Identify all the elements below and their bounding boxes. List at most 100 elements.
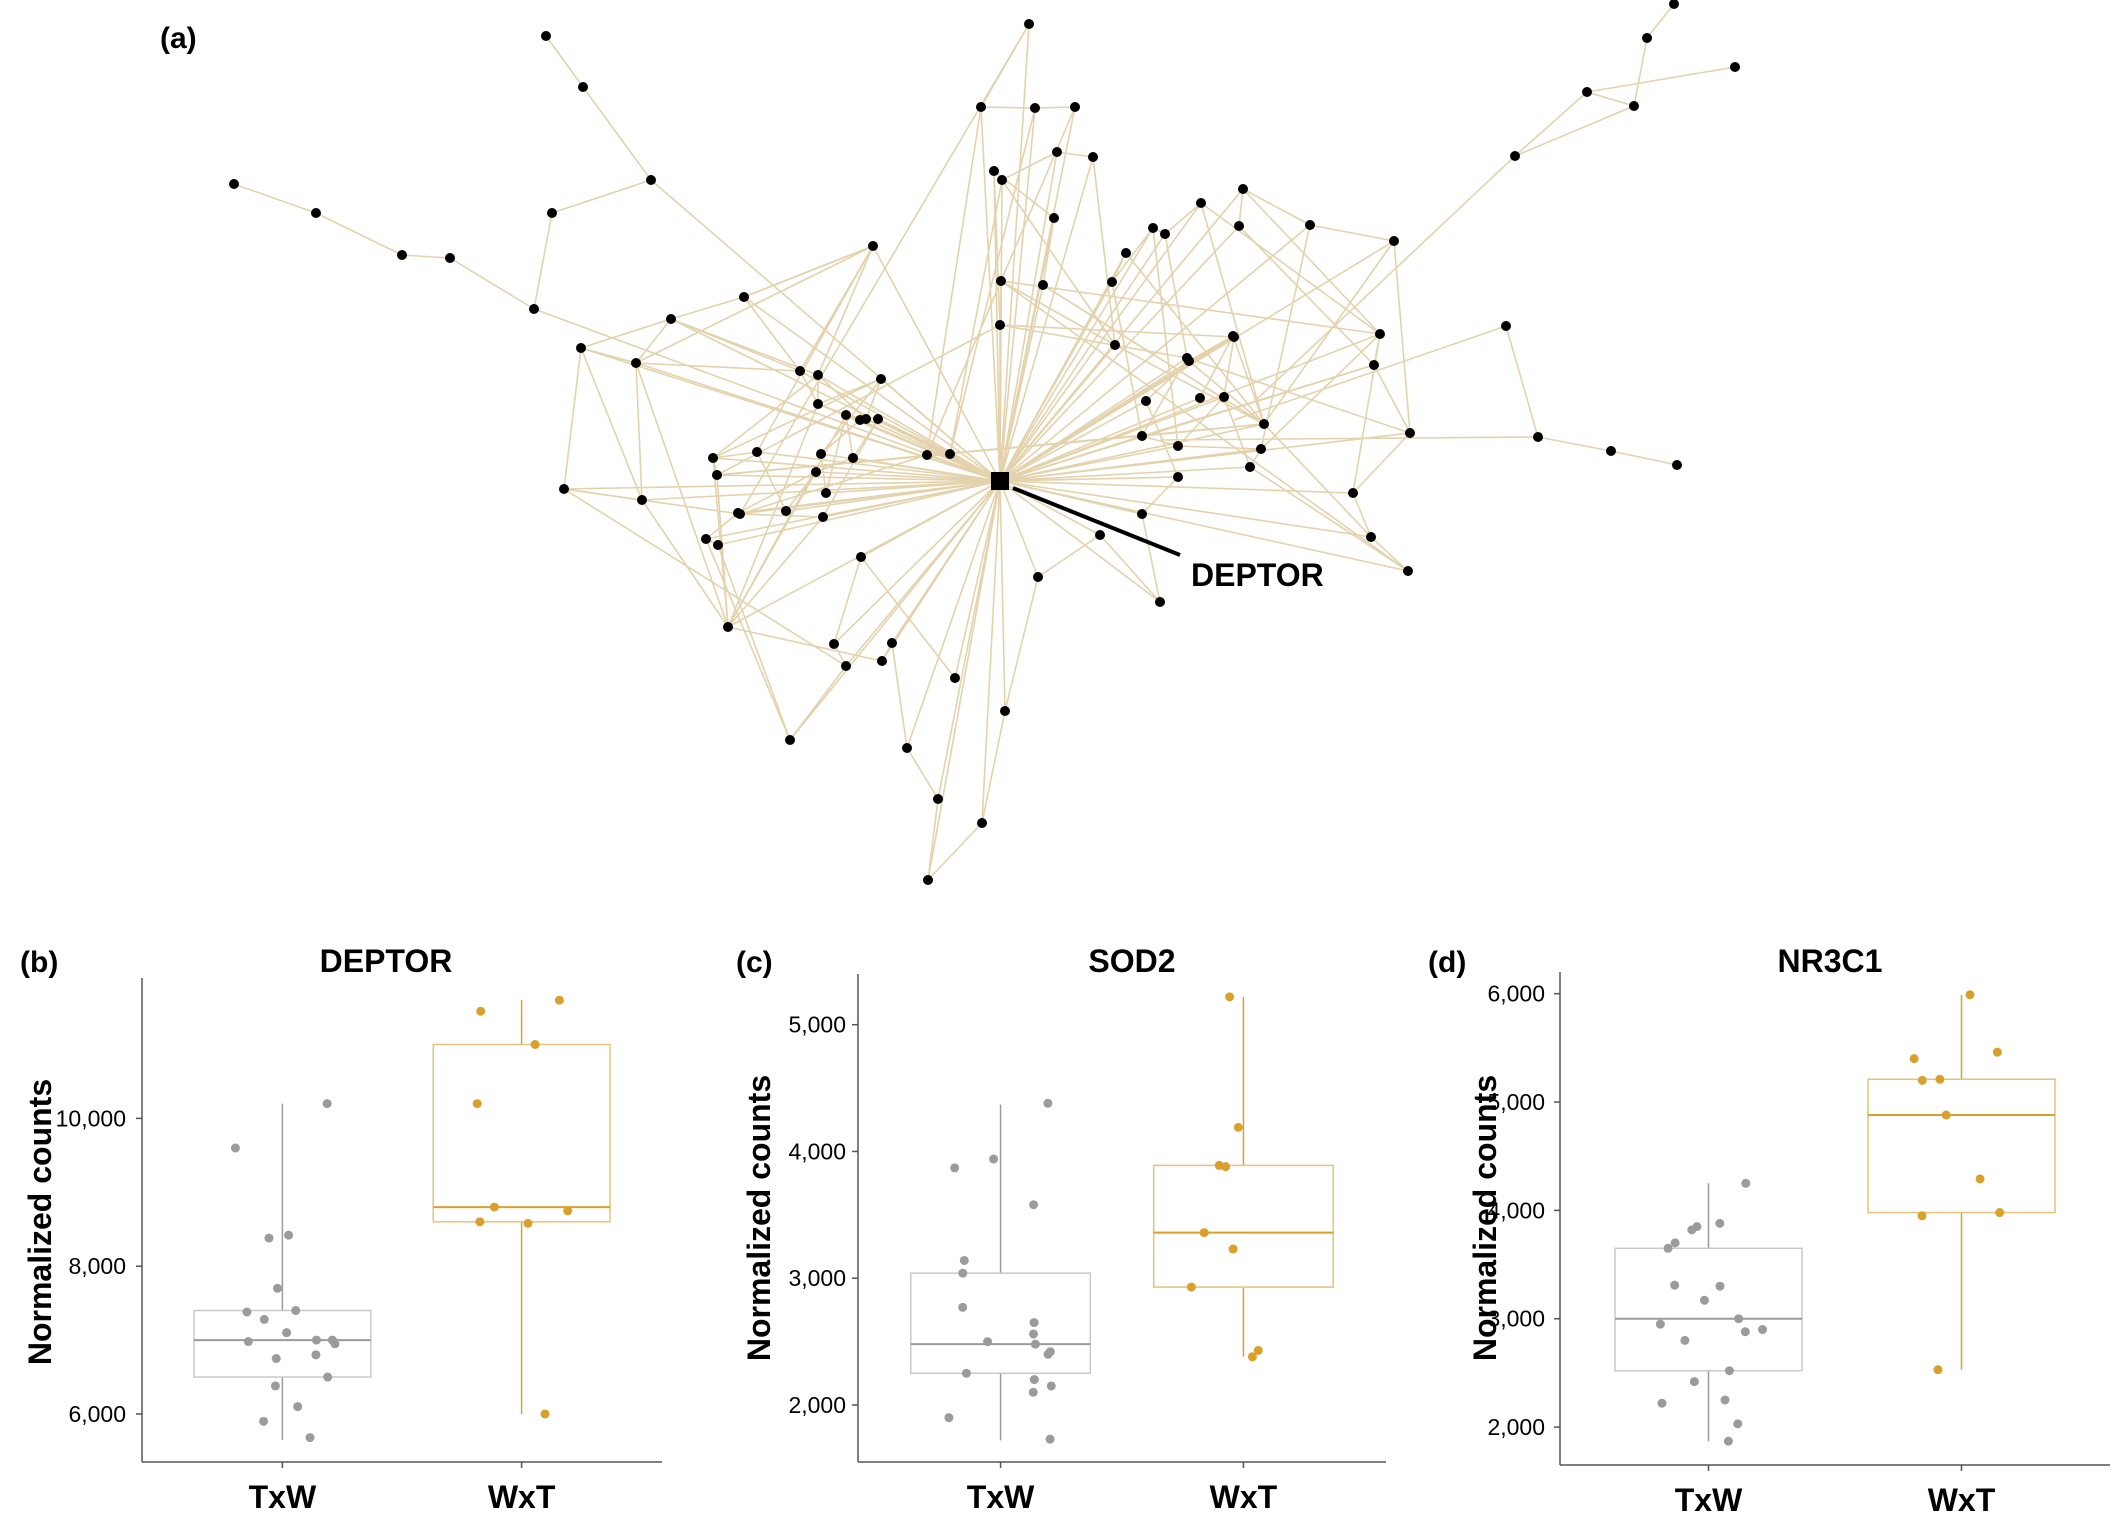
y-axis-label: Normalized counts xyxy=(22,1079,58,1365)
network-edge xyxy=(739,454,928,515)
network-node xyxy=(813,399,823,409)
data-point xyxy=(1663,1243,1673,1253)
network-node xyxy=(1196,198,1206,208)
network-edge xyxy=(1238,225,1375,366)
network-node xyxy=(1070,102,1080,112)
network-node xyxy=(1533,432,1543,442)
data-point xyxy=(1199,1228,1209,1238)
network-node xyxy=(933,794,943,804)
network-node xyxy=(1052,147,1062,157)
network-node xyxy=(1219,392,1229,402)
network-edge xyxy=(980,106,1001,482)
network-edge xyxy=(641,480,1001,501)
network-node xyxy=(813,370,823,380)
network-edge xyxy=(993,170,1001,326)
data-point xyxy=(983,1337,993,1347)
network-edge xyxy=(635,362,643,501)
data-point xyxy=(1687,1225,1697,1235)
network-edge xyxy=(716,474,1001,482)
network-edge xyxy=(1370,536,1409,572)
network-edge xyxy=(981,480,1001,824)
network-node xyxy=(795,366,805,376)
data-point xyxy=(1723,1436,1733,1446)
network-edge xyxy=(999,156,1094,482)
data-point xyxy=(282,1328,292,1338)
y-tick-label: 3,000 xyxy=(1487,1306,1545,1332)
network-node xyxy=(541,31,551,41)
network-node xyxy=(752,447,762,457)
network-edge xyxy=(999,432,1411,482)
data-point xyxy=(1233,1122,1243,1132)
network-node xyxy=(1642,33,1652,43)
data-point xyxy=(271,1354,281,1364)
network-edge xyxy=(717,544,791,741)
network-node xyxy=(1669,0,1679,9)
network-edge xyxy=(580,347,643,501)
network-edge xyxy=(449,257,535,310)
network-node xyxy=(945,449,955,459)
data-point xyxy=(489,1202,499,1212)
network-edge xyxy=(1164,202,1202,235)
y-tick-label: 4,000 xyxy=(788,1138,846,1164)
data-point xyxy=(1917,1075,1927,1085)
plot-title: SOD2 xyxy=(1088,943,1175,979)
box-iqr xyxy=(910,1272,1092,1375)
data-point xyxy=(1247,1352,1257,1362)
deptor-node-label: DEPTOR xyxy=(1191,557,1324,593)
network-edge xyxy=(1610,450,1678,466)
data-point xyxy=(1699,1295,1709,1305)
network-node xyxy=(811,467,821,477)
network-node xyxy=(712,470,722,480)
network-edge xyxy=(1242,188,1381,335)
network-edge xyxy=(799,370,819,405)
network-node xyxy=(1137,509,1147,519)
data-point xyxy=(293,1402,303,1412)
data-point xyxy=(1734,1314,1744,1324)
data-point xyxy=(305,1433,315,1443)
network-edge xyxy=(1260,224,1311,450)
network-node xyxy=(1155,597,1165,607)
box-iqr xyxy=(1867,1078,2056,1214)
network-node xyxy=(578,82,588,92)
network-edge xyxy=(641,499,729,628)
data-point xyxy=(1680,1335,1690,1345)
network-edges xyxy=(233,3,1736,881)
panel-d-label: (d) xyxy=(1428,946,1466,979)
network-edge xyxy=(865,378,882,420)
plot-title: DEPTOR xyxy=(320,943,453,979)
network-node xyxy=(576,343,586,353)
network-node xyxy=(1137,431,1147,441)
network-edge xyxy=(1000,106,1076,282)
network-edge xyxy=(1505,325,1539,438)
network-edge xyxy=(401,254,451,259)
y-tick-label: 10,000 xyxy=(56,1105,126,1131)
network-edge xyxy=(1145,400,1179,478)
network-edge xyxy=(999,227,1154,482)
data-point xyxy=(1186,1282,1196,1292)
network-edge xyxy=(716,453,951,476)
network-edge xyxy=(999,480,1372,538)
network-edge xyxy=(727,516,824,628)
network-edge xyxy=(891,480,1001,644)
network-edge xyxy=(980,106,1036,109)
network-edge xyxy=(1263,240,1395,425)
network-node xyxy=(997,175,1007,185)
plot-title: NR3C1 xyxy=(1778,943,1883,979)
network-node xyxy=(229,179,239,189)
network-edge xyxy=(1125,252,1265,425)
x-tick-label: TxW xyxy=(249,1479,317,1515)
network-edge xyxy=(1537,436,1612,452)
network-node xyxy=(1033,572,1043,582)
data-point xyxy=(311,1350,321,1360)
network-edge xyxy=(1114,344,1265,425)
data-point xyxy=(259,1314,269,1324)
data-point xyxy=(1975,1174,1985,1184)
network-node xyxy=(861,414,871,424)
network-node xyxy=(902,743,912,753)
network-edge xyxy=(872,245,1001,482)
network-node xyxy=(1348,488,1358,498)
box-iqr xyxy=(1614,1247,1803,1372)
network-edge xyxy=(1001,151,1058,181)
network-edge xyxy=(999,423,1265,482)
